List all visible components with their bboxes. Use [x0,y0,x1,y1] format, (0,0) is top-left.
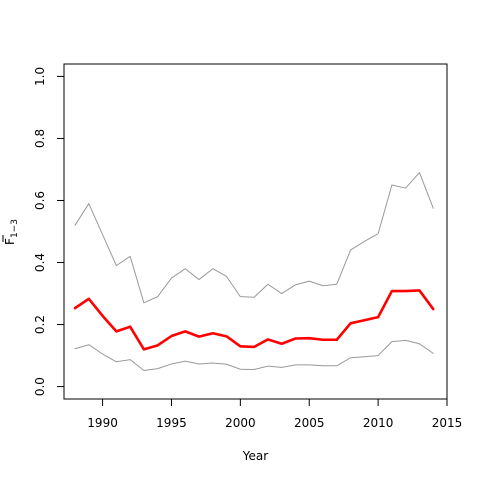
series-line-upper [74,172,434,304]
series-line-estimate [73,289,435,351]
series-layer [73,172,435,371]
y-tick-label: 1.0 [33,67,47,86]
y-axis-title-subscript: 1−3 [10,219,20,238]
x-tick-label: 2015 [432,416,463,430]
svg-text:F1−3: F1−3 [3,219,20,245]
y-tick-label: 0.4 [33,253,47,272]
y-tick-label: 0.2 [33,315,47,334]
series-line-lower [74,339,434,371]
x-tick-label: 1990 [87,416,118,430]
y-tick-label: 0.0 [33,377,47,396]
y-tick-label: 0.6 [33,191,47,210]
x-tick-label: 2010 [363,416,394,430]
x-axis: 1990 1995 2000 2005 2010 2015 [87,398,463,430]
x-tick-label: 1995 [156,416,187,430]
x-tick-label: 2005 [294,416,325,430]
y-axis-title-base: F [3,238,17,245]
y-axis: 0.0 0.2 0.4 0.6 0.8 1.0 [33,67,65,396]
x-axis-title: Year [242,449,268,463]
y-tick-label: 0.8 [33,129,47,148]
y-axis-title: F1−3 [2,219,20,245]
x-tick-label: 2000 [225,416,256,430]
plot-frame [63,63,448,400]
